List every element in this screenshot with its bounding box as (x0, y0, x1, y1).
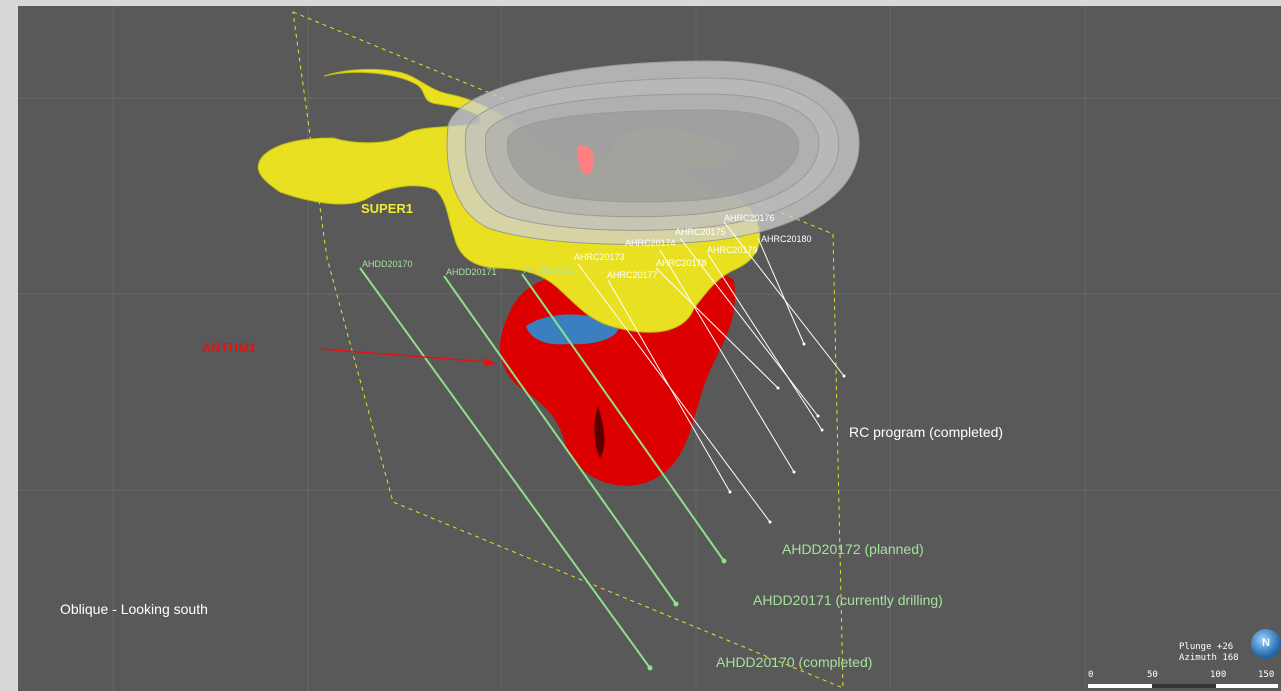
view-direction-label: Oblique - Looking south (60, 601, 208, 617)
3d-viewport[interactable]: SUPER1 ANTHM1 AHDD20170 AHDD20171 AHDD20… (18, 6, 1281, 691)
dd-endpoints (647, 558, 727, 671)
scale-tick: 50 (1147, 670, 1158, 680)
scale-tick: 0 (1088, 670, 1094, 680)
super1-label: SUPER1 (361, 201, 414, 216)
rc-drill-traces (577, 221, 845, 523)
scale-tick: 150 (1258, 670, 1275, 680)
scene-canvas (18, 6, 1281, 691)
scale-segment (1088, 684, 1152, 688)
open-pit (446, 60, 860, 245)
scale-tick: 100 (1210, 670, 1227, 680)
dd-drill-traces (359, 267, 725, 669)
compass-letter: N (1262, 637, 1270, 649)
anthm1-label: ANTHM1 (202, 340, 257, 355)
ahdd20170-note: AHDD20170 (completed) (716, 654, 873, 670)
hole-label-rc: AHRC20176 (724, 213, 775, 223)
scale-segment (1152, 684, 1216, 688)
hole-label-dd: AHDD20172 (524, 265, 575, 275)
plunge-value: Plunge +26 (1179, 642, 1234, 652)
anthm1-shadow (594, 406, 605, 458)
anthm1-arrow (320, 348, 496, 367)
section-plane-outline (292, 11, 844, 689)
hole-label-rc: AHRC20173 (574, 252, 625, 262)
hole-label-rc: AHRC20175 (675, 227, 726, 237)
blue-body (526, 314, 619, 345)
scale-bar: 0 50 100 150 (1088, 670, 1278, 691)
hole-label-rc: AHRC20178 (656, 258, 707, 268)
hole-label-dd: AHDD20170 (362, 259, 413, 269)
hole-label-rc: AHRC20174 (625, 238, 676, 248)
azimuth-value: Azimuth 168 (1179, 653, 1239, 663)
ahdd20171-note: AHDD20171 (currently drilling) (753, 592, 943, 608)
hole-label-rc: AHRC20179 (707, 245, 758, 255)
hole-label-dd: AHDD20171 (446, 267, 497, 277)
hole-label-rc: AHRC20177 (607, 270, 658, 280)
rc-program-note: RC program (completed) (849, 424, 1004, 440)
ahdd20172-note: AHDD20172 (planned) (782, 541, 924, 557)
scale-segment (1216, 684, 1278, 688)
compass-icon[interactable]: N (1251, 629, 1281, 659)
rc-collars (728, 342, 846, 524)
hole-label-rc: AHRC20180 (761, 234, 812, 244)
orientation-readout: Plunge +26 Azimuth 168 (1179, 642, 1239, 664)
